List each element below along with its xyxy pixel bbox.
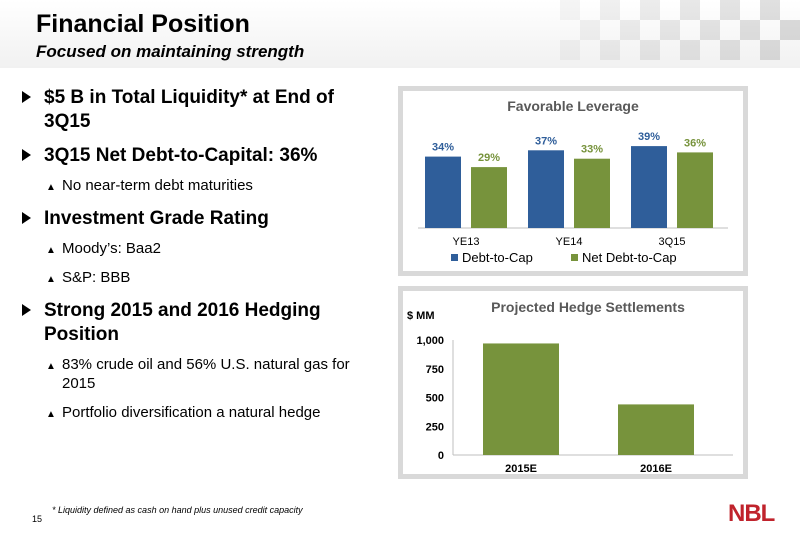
bullet-net-debt: 3Q15 Net Debt-to-Capital: 36%: [22, 144, 372, 168]
page-subtitle: Focused on maintaining strength: [36, 42, 305, 61]
sub-bullet-icon: ▲: [46, 274, 56, 285]
checker-square: [780, 20, 800, 40]
page-title: Financial Position: [36, 10, 250, 38]
bar-hedge-settlement: [483, 343, 559, 455]
data-label: 39%: [638, 131, 660, 143]
bullet-rating: Investment Grade Rating: [22, 207, 372, 231]
bar-debt-to-cap: [631, 146, 667, 228]
sub-bullet-text: Portfolio diversification a natural hedg…: [62, 404, 321, 421]
data-label: 33%: [581, 144, 603, 156]
checker-square: [720, 0, 740, 20]
leverage-chart-panel: Favorable Leverage 34% 29% YE13 37% 33% YE14 39…: [398, 86, 748, 276]
x-tick-label: YE13: [453, 236, 480, 248]
sub-bullet-maturities: ▲ No near-term debt maturities: [22, 176, 372, 195]
y-axis-label: $ MM: [407, 310, 435, 322]
checker-square: [560, 0, 580, 20]
hedge-chart: Projected Hedge Settlements $ MM 0 250 500 75…: [407, 299, 733, 475]
sub-bullet-text: S&P: BBB: [62, 269, 131, 286]
legend-swatch: [451, 254, 458, 261]
sub-bullet-icon: ▲: [46, 182, 56, 193]
chart-title: Projected Hedge Settlements: [491, 299, 685, 315]
checker-square: [580, 20, 600, 40]
y-tick-label: 500: [426, 393, 444, 405]
data-label: 36%: [684, 137, 706, 149]
page-number: 15: [32, 514, 43, 524]
x-tick-label: 3Q15: [659, 236, 686, 248]
bullet-hedging: Strong 2015 and 2016 Hedging Position: [22, 299, 372, 347]
checker-square: [760, 40, 780, 60]
sub-bullet-icon: ▲: [46, 245, 56, 256]
y-tick-label: 1,000: [416, 335, 444, 347]
hedge-chart-panel: Projected Hedge Settlements $ MM 0 250 500 75…: [398, 286, 748, 479]
checker-square: [700, 20, 720, 40]
bullet-arrow-icon: [22, 212, 31, 224]
checker-square: [640, 0, 660, 20]
sub-bullet-diversification: ▲ Portfolio diversification a natural hed…: [22, 403, 372, 422]
bullet-arrow-icon: [22, 91, 31, 103]
legend-label: Net Debt-to-Cap: [582, 250, 677, 265]
header-bar: Financial Position Focused on maintainin…: [0, 0, 800, 68]
y-tick-label: 750: [426, 364, 444, 376]
checker-square: [600, 40, 620, 60]
bar-debt-to-cap: [528, 150, 564, 228]
bar-net-debt-to-cap: [677, 152, 713, 228]
sub-bullet-icon: ▲: [46, 361, 56, 372]
sub-bullet-sp: ▲ S&P: BBB: [22, 268, 372, 287]
bullet-liquidity: $5 B in Total Liquidity* at End of 3Q15: [22, 86, 372, 134]
data-label: 37%: [535, 135, 557, 147]
chart-title: Favorable Leverage: [507, 98, 639, 114]
bar-hedge-settlement: [618, 404, 694, 455]
sub-bullet-crude: ▲ 83% crude oil and 56% U.S. natural gas …: [22, 355, 372, 393]
checker-square: [760, 0, 780, 20]
bar-net-debt-to-cap: [574, 158, 610, 228]
sub-bullet-moodys: ▲ Moody’s: Baa2: [22, 239, 372, 258]
bullet-arrow-icon: [22, 304, 31, 316]
legend-swatch: [571, 254, 578, 261]
checker-square: [660, 20, 680, 40]
bullet-text: $5 B in Total Liquidity* at End of 3Q15: [44, 87, 334, 132]
checker-square: [740, 20, 760, 40]
bar-debt-to-cap: [425, 156, 461, 228]
bullet-arrow-icon: [22, 149, 31, 161]
leverage-chart: Favorable Leverage 34% 29% YE13 37% 33% YE14 39…: [418, 98, 728, 265]
checker-square: [680, 40, 700, 60]
checker-square: [680, 0, 700, 20]
checker-square: [560, 40, 580, 60]
x-tick-label: 2016E: [640, 463, 672, 474]
bullet-list: $5 B in Total Liquidity* at End of 3Q15 …: [22, 86, 372, 434]
checker-square: [720, 40, 740, 60]
legend-label: Debt-to-Cap: [462, 250, 533, 265]
bar-net-debt-to-cap: [471, 167, 507, 228]
sub-bullet-icon: ▲: [46, 409, 56, 420]
checker-square: [640, 40, 660, 60]
y-tick-label: 250: [426, 421, 444, 433]
y-tick-label: 0: [438, 450, 444, 462]
data-label: 34%: [432, 142, 454, 154]
checker-square: [620, 20, 640, 40]
footnote: * Liquidity defined as cash on hand plus…: [52, 505, 303, 515]
sub-bullet-text: Moody’s: Baa2: [62, 240, 161, 257]
bullet-text: Investment Grade Rating: [44, 208, 269, 229]
sub-bullet-text: No near-term debt maturities: [62, 177, 253, 194]
checker-square: [600, 0, 620, 20]
bullet-text: 3Q15 Net Debt-to-Capital: 36%: [44, 145, 318, 166]
x-tick-label: YE14: [556, 236, 583, 248]
x-tick-label: 2015E: [505, 463, 537, 474]
sub-bullet-text: 83% crude oil and 56% U.S. natural gas f…: [62, 356, 350, 392]
bullet-text: Strong 2015 and 2016 Hedging Position: [44, 300, 321, 345]
nbl-logo: NBL: [728, 500, 775, 527]
data-label: 29%: [478, 152, 500, 164]
